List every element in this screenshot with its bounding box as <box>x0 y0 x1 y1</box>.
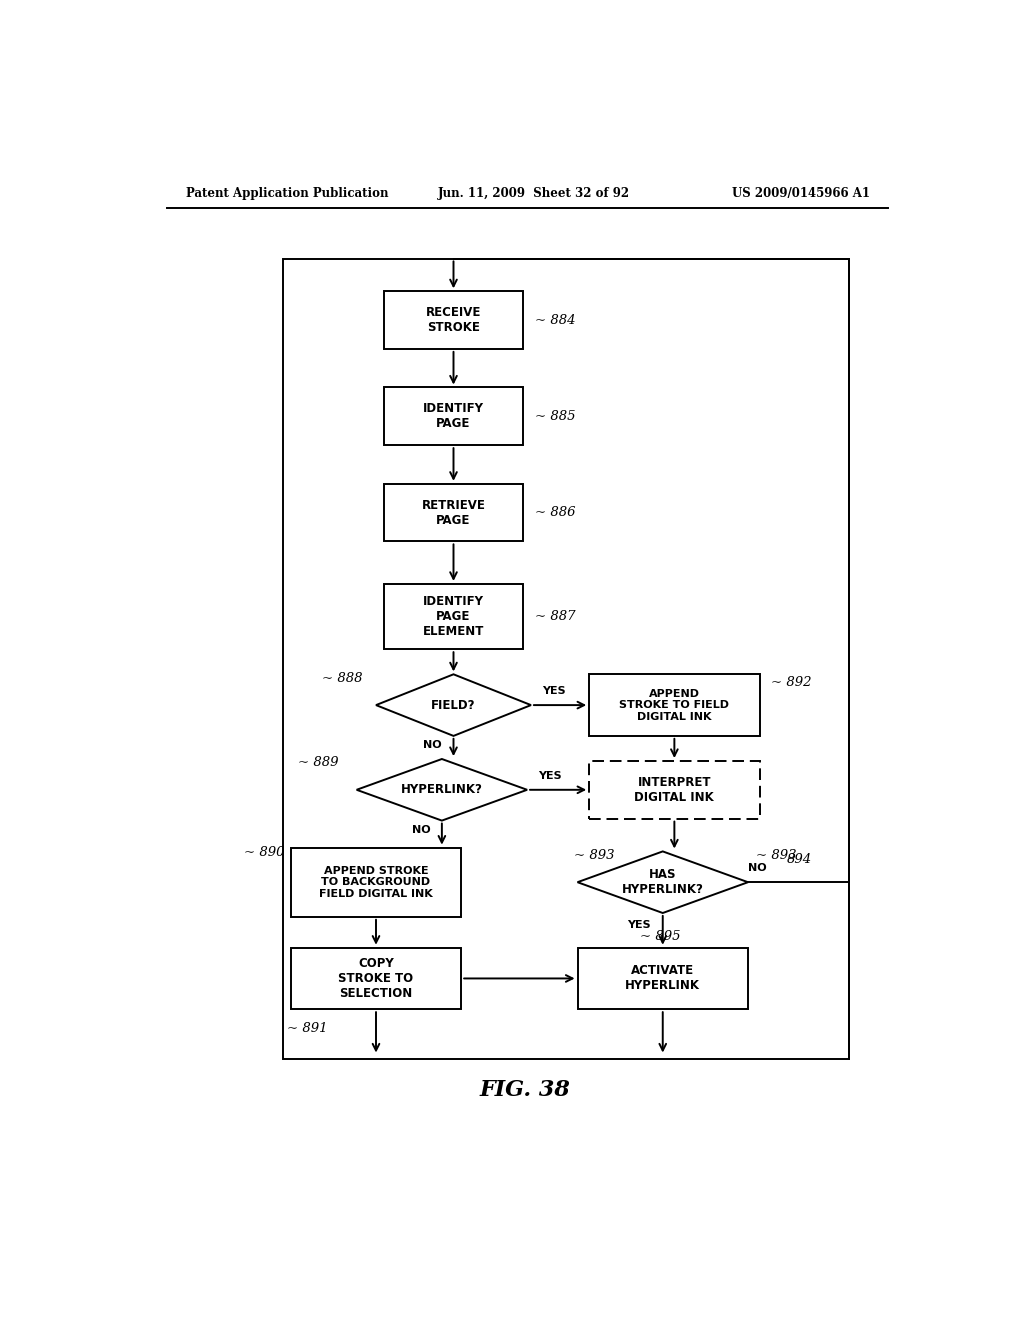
Bar <box>384 292 523 348</box>
Text: ~ 892: ~ 892 <box>771 676 812 689</box>
Text: IDENTIFY
PAGE: IDENTIFY PAGE <box>423 403 484 430</box>
Text: ~ 884: ~ 884 <box>535 314 575 326</box>
Text: COPY
STROKE TO
SELECTION: COPY STROKE TO SELECTION <box>339 957 414 1001</box>
Polygon shape <box>578 851 748 913</box>
Text: IDENTIFY
PAGE
ELEMENT: IDENTIFY PAGE ELEMENT <box>423 595 484 638</box>
Text: ~ 890: ~ 890 <box>245 846 285 859</box>
Bar <box>291 847 461 917</box>
Text: ~ 893: ~ 893 <box>756 849 797 862</box>
Text: ~ 895: ~ 895 <box>640 929 680 942</box>
Text: ~ 885: ~ 885 <box>535 409 575 422</box>
Text: FIG. 38: FIG. 38 <box>479 1080 570 1101</box>
Bar <box>578 948 748 1010</box>
Text: ~ 888: ~ 888 <box>322 672 362 685</box>
Text: ~ 887: ~ 887 <box>535 610 575 623</box>
Text: APPEND
STROKE TO FIELD
DIGITAL INK: APPEND STROKE TO FIELD DIGITAL INK <box>620 689 729 722</box>
Text: 894: 894 <box>786 853 812 866</box>
Bar <box>589 675 760 737</box>
Text: ~ 891: ~ 891 <box>287 1022 328 1035</box>
Text: RETRIEVE
PAGE: RETRIEVE PAGE <box>422 499 485 527</box>
Bar <box>384 388 523 445</box>
Text: Patent Application Publication: Patent Application Publication <box>186 186 389 199</box>
Text: Jun. 11, 2009  Sheet 32 of 92: Jun. 11, 2009 Sheet 32 of 92 <box>438 186 630 199</box>
Bar <box>291 948 461 1010</box>
Text: YES: YES <box>543 686 566 696</box>
Text: ~ 889: ~ 889 <box>299 756 339 770</box>
Text: RECEIVE
STROKE: RECEIVE STROKE <box>426 306 481 334</box>
Text: NO: NO <box>423 741 442 750</box>
Text: YES: YES <box>628 920 651 929</box>
Bar <box>589 760 760 818</box>
Text: ~ 886: ~ 886 <box>535 506 575 519</box>
Polygon shape <box>356 759 527 821</box>
Bar <box>283 259 849 1059</box>
Text: NO: NO <box>412 825 430 834</box>
Bar <box>384 583 523 649</box>
Polygon shape <box>376 675 531 737</box>
Text: HYPERLINK?: HYPERLINK? <box>401 783 482 796</box>
Text: NO: NO <box>748 863 767 874</box>
Text: ACTIVATE
HYPERLINK: ACTIVATE HYPERLINK <box>626 965 700 993</box>
Bar <box>384 483 523 541</box>
Text: INTERPRET
DIGITAL INK: INTERPRET DIGITAL INK <box>635 776 715 804</box>
Text: FIELD?: FIELD? <box>431 698 476 711</box>
Text: ~ 893: ~ 893 <box>573 849 614 862</box>
Text: HAS
HYPERLINK?: HAS HYPERLINK? <box>622 869 703 896</box>
Text: APPEND STROKE
TO BACKGROUND
FIELD DIGITAL INK: APPEND STROKE TO BACKGROUND FIELD DIGITA… <box>319 866 433 899</box>
Text: YES: YES <box>539 771 562 781</box>
Text: US 2009/0145966 A1: US 2009/0145966 A1 <box>732 186 870 199</box>
